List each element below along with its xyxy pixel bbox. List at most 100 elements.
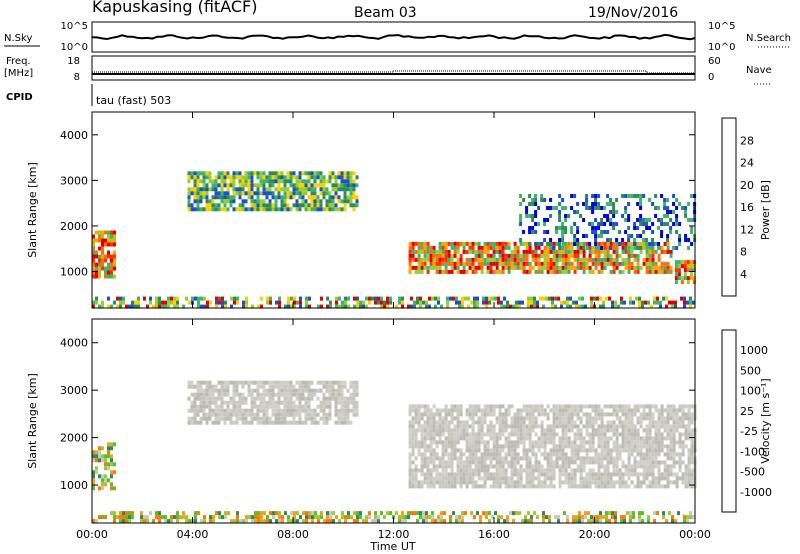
vel-cell-2 [672, 472, 676, 477]
vel-cell-2 [420, 464, 424, 469]
vel-cell-2 [567, 440, 571, 445]
power-cell-3 [639, 234, 643, 238]
power-cell-3 [582, 234, 586, 238]
vel-cell-2 [645, 412, 649, 417]
vel-cell-2 [507, 476, 511, 481]
vel-cell-2 [606, 460, 610, 465]
power-cell-1 [340, 207, 344, 212]
vel-cell-3 [542, 515, 545, 520]
vel-cell-3 [293, 519, 296, 524]
vel-cell-2 [639, 412, 643, 417]
vel-cell-1 [313, 388, 317, 393]
power-cell-2 [423, 241, 427, 246]
vel-cell-2 [579, 472, 583, 477]
power-cell-2 [456, 269, 460, 274]
power-cell-2 [657, 269, 661, 274]
vel-cell-2 [609, 476, 613, 481]
vel-cell-3 [203, 515, 206, 520]
vel-cell-2 [453, 428, 457, 433]
power-cell-1 [337, 183, 341, 188]
vel-cell-2 [471, 436, 475, 441]
power-cell-1 [352, 191, 356, 196]
power-cell-3 [570, 226, 574, 230]
power-cell-2 [480, 261, 484, 266]
power-cell-4 [437, 300, 440, 305]
power-cell-2 [603, 249, 607, 254]
vel-cell-1 [307, 416, 311, 421]
power-cell-3 [585, 194, 589, 198]
power-cell-1 [217, 183, 221, 188]
vel-cell-1 [259, 408, 263, 413]
vel-cell-2 [585, 416, 589, 421]
vel-cell-3 [455, 519, 458, 524]
power-cell-3 [639, 222, 643, 226]
vel-cell-2 [675, 460, 679, 465]
power-cell-3 [579, 214, 583, 218]
vel-cell-2 [456, 448, 460, 453]
vel-cell-2 [453, 408, 457, 413]
power-cell-2 [486, 249, 490, 254]
power-cell-3 [645, 238, 649, 242]
vel-cell-2 [564, 436, 568, 441]
vel-cell-1 [232, 384, 236, 389]
power-cell-2 [561, 241, 565, 246]
power-cell-1 [253, 183, 257, 188]
power-cell-2 [561, 253, 565, 258]
vel-cell-0 [95, 466, 98, 471]
vel-cell-2 [642, 460, 646, 465]
power-cell-3 [528, 230, 532, 234]
vel-cell-0 [101, 486, 104, 491]
power-cell-2 [411, 241, 415, 246]
vel-cell-3 [308, 515, 311, 520]
vel-cell-2 [468, 412, 472, 417]
power-cell-2 [420, 265, 424, 270]
power-cell-4 [473, 300, 476, 305]
vel-cell-2 [573, 484, 577, 489]
vel-cell-1 [301, 388, 305, 393]
vel-cell-2 [423, 444, 427, 449]
vel-cell-1 [253, 388, 257, 393]
vel-cell-1 [229, 412, 233, 417]
vel-cell-3 [566, 519, 569, 524]
vel-cell-2 [438, 440, 442, 445]
vel-cell-3 [128, 511, 131, 516]
vel-cell-3 [440, 515, 443, 520]
vel-cell-2 [447, 440, 451, 445]
vel-cell-2 [549, 460, 553, 465]
power-cell-2 [621, 269, 625, 274]
power-cell-4 [326, 296, 329, 301]
vel-cell-2 [486, 424, 490, 429]
power-cell-1 [349, 199, 353, 204]
vel-cell-1 [271, 420, 275, 425]
vel-cell-2 [423, 472, 427, 477]
power-cell-2 [408, 241, 412, 246]
vel-cell-3 [176, 519, 179, 524]
power-cell-4 [176, 304, 179, 309]
vel-cell-2 [645, 456, 649, 461]
vel-cell-2 [450, 436, 454, 441]
power-cell-2 [471, 265, 475, 270]
vel-cell-2 [540, 436, 544, 441]
vel-cell-2 [498, 456, 502, 461]
vel-cell-1 [277, 384, 281, 389]
velocity-heatmap [92, 380, 697, 524]
vel-cell-2 [483, 416, 487, 421]
vel-cell-2 [516, 408, 520, 413]
vel-cell-2 [414, 484, 418, 489]
power-cell-2 [564, 257, 568, 262]
vel-cell-2 [651, 412, 655, 417]
power-cell-3 [534, 202, 538, 206]
vel-cell-1 [259, 392, 263, 397]
vel-cell-3 [350, 515, 353, 520]
power-cell-3 [666, 234, 670, 238]
power-cell-2 [654, 269, 658, 274]
power-cell-1 [340, 179, 344, 184]
power-cell-1 [244, 179, 248, 184]
vel-cell-1 [298, 388, 302, 393]
vel-cell-1 [199, 404, 203, 409]
vel-cell-2 [681, 432, 685, 437]
freq-tick-bottom: 8 [74, 72, 80, 83]
vel-cell-2 [579, 484, 583, 489]
power-cell-3 [606, 202, 610, 206]
